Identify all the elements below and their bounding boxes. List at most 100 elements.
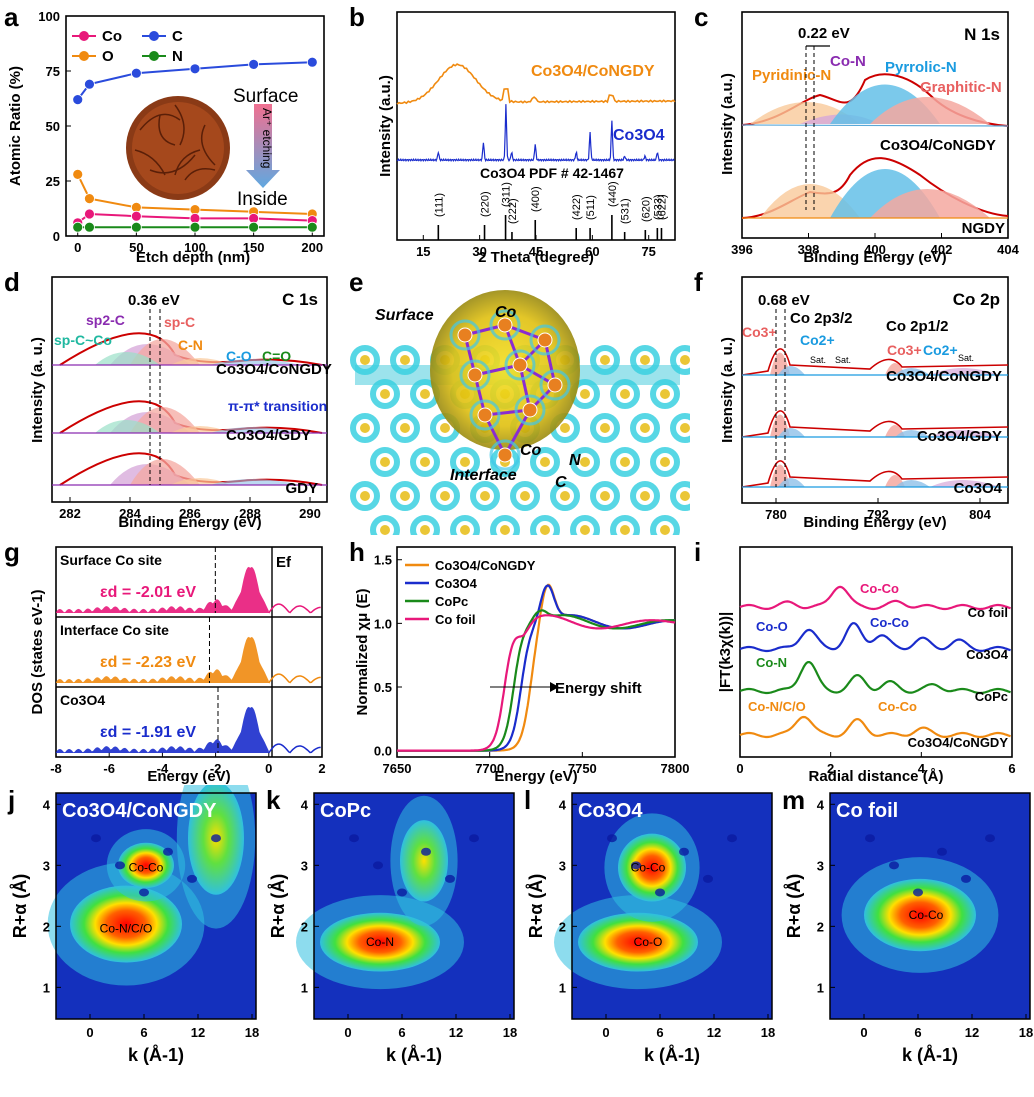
h-series-line xyxy=(397,583,675,752)
a-xtick: 0 xyxy=(74,240,81,255)
g-row3-title: Co3O4 xyxy=(60,692,105,708)
panel-g: g DOS (states eV-1) Energy (eV) -8 -6 -4 -2… xyxy=(4,537,326,785)
wt-xlabel: k (Å-1) xyxy=(902,1045,958,1065)
panel-label-h: h xyxy=(349,537,365,567)
d-xtick: 288 xyxy=(239,506,261,521)
panel-label-e: e xyxy=(349,267,363,297)
panel-g-ylabel: DOS (states eV-1) xyxy=(29,589,46,714)
g-row1-ed: εd = -2.01 eV xyxy=(100,584,196,601)
panel-d-xlabel: Binding Energy (eV) xyxy=(118,514,261,531)
a-xtick: 150 xyxy=(243,240,265,255)
wt-ylabel: R+α (Å) xyxy=(526,874,546,939)
panel-h-ylabel: Normalized χμ (E) xyxy=(354,589,371,716)
c-peak-graphitic: Graphitic-N xyxy=(920,79,1002,96)
panel-g-frame xyxy=(55,546,323,758)
charge-density-render xyxy=(350,290,690,535)
h-ytick: 1.5 xyxy=(374,553,392,568)
wt-xtick: 6 xyxy=(398,1025,405,1040)
a-point-n xyxy=(84,221,95,233)
wt-ytick: 1 xyxy=(301,980,308,995)
d-xtick: 282 xyxy=(59,506,81,521)
b-xtick: 60 xyxy=(585,244,599,259)
i-annot-6: Co-Co xyxy=(878,699,917,714)
f-sat-1: Sat. xyxy=(810,355,826,365)
a-point-o xyxy=(84,193,95,205)
h-ytick: 0.0 xyxy=(374,744,392,759)
h-xtick: 7650 xyxy=(383,761,412,776)
panel-d-ylabel: Intensity (a. u.) xyxy=(29,337,46,443)
g-xtick: -8 xyxy=(50,761,62,776)
n1s-bottom xyxy=(741,157,1009,219)
wt-xtick: 18 xyxy=(761,1025,775,1040)
legend-co: Co xyxy=(102,28,122,45)
wt-panel-label: k xyxy=(266,785,281,815)
wt-xlabel: k (Å-1) xyxy=(386,1045,442,1065)
a-point-c xyxy=(189,63,201,75)
legend-o: O xyxy=(102,48,114,65)
b-hkl-label: (400) xyxy=(530,186,542,212)
i-sample-1: Co foil xyxy=(968,605,1008,620)
h-legend: Co3O4/CoNGDY Co3O4 CoPc Co foil xyxy=(405,558,536,627)
panel-g-xticks: -8 -6 -4 -2 0 2 xyxy=(50,752,326,776)
panel-label-b: b xyxy=(349,2,365,32)
xrd-series-co3o4 xyxy=(396,104,675,163)
h-xtick: 7700 xyxy=(475,761,504,776)
i-annot-2: Co-O xyxy=(756,619,788,634)
legend-c: C xyxy=(172,28,183,45)
panel-b-xticks: 15 30 45 60 75 xyxy=(416,235,656,259)
wt-spot-label: Co-N/C/O xyxy=(100,922,153,936)
c-peak-con: Co-N xyxy=(830,53,866,70)
f-sat-3: Sat. xyxy=(958,353,974,363)
legend-marker-c xyxy=(149,31,159,41)
panel-g-xlabel: Energy (eV) xyxy=(147,768,230,785)
b-pdf-label: Co3O4 PDF # 42-1467 xyxy=(480,165,624,181)
g-xtick: -2 xyxy=(210,761,222,776)
annot-inside: Inside xyxy=(237,189,288,210)
panel-d-frame xyxy=(51,276,328,503)
h-legend-3: CoPc xyxy=(435,594,468,609)
wt-xtick: 18 xyxy=(1019,1025,1033,1040)
d-peak-co: C-O xyxy=(226,348,252,364)
panel-b: b Intensity (a.u.) 2 Theta (degree) 15 30… xyxy=(349,2,676,265)
panel-b-hkl-sticks: (111) (220) (311)(222) (400) (422) (511) (440)… xyxy=(433,181,668,240)
a-point-n xyxy=(248,221,260,233)
f-co2p12: Co 2p1/2 xyxy=(886,318,949,335)
wt-panel-label: m xyxy=(782,785,805,815)
wt-ytick: 1 xyxy=(817,980,824,995)
legend-marker-o xyxy=(79,51,89,61)
a-point-n xyxy=(130,221,142,233)
panel-label-d: d xyxy=(4,267,20,297)
panel-i-series xyxy=(739,585,1011,739)
n1s-top xyxy=(741,73,1009,127)
wavelet-transform-row: j Co3O4/CoNGDY Co-Co Co-N/C/O 0 6 12 18 1 2 3 4 k (Å… xyxy=(0,747,1034,1092)
g-row3-ed: εd = -1.91 eV xyxy=(100,724,196,741)
panel-b-ylabel: Intensity (a.u.) xyxy=(377,75,394,177)
g-dos-fill xyxy=(56,566,269,613)
etching-arrow xyxy=(246,104,280,188)
wt-spot-label: Co-Co xyxy=(129,861,164,875)
a-xtick: 100 xyxy=(184,240,206,255)
panel-label-g: g xyxy=(4,537,20,567)
wt-xtick: 12 xyxy=(965,1025,979,1040)
c-sample-2: NGDY xyxy=(962,220,1005,237)
a-ytick: 75 xyxy=(46,64,60,79)
b-hkl-label: (531) xyxy=(620,198,632,224)
panel-h-series xyxy=(397,583,676,752)
a-ytick: 25 xyxy=(46,174,60,189)
panel-h-frame xyxy=(396,546,676,758)
wt-ytick: 3 xyxy=(817,858,824,873)
i-sample-4: Co3O4/CoNGDY xyxy=(908,735,1009,750)
h-xtick: 7750 xyxy=(568,761,597,776)
d-xtick: 284 xyxy=(119,506,141,521)
wt-xtick: 6 xyxy=(656,1025,663,1040)
wt-xtick: 6 xyxy=(140,1025,147,1040)
b-hkl-label: (622) xyxy=(656,194,668,220)
d-title: C 1s xyxy=(282,290,318,309)
f-co2-a: Co2+ xyxy=(800,332,835,348)
d-sample-2: Co3O4/GDY xyxy=(226,427,311,444)
f-co2-b: Co2+ xyxy=(923,342,958,358)
panel-label-a: a xyxy=(4,2,19,32)
panel-d-xticks: 282 284 286 288 290 xyxy=(59,497,321,521)
